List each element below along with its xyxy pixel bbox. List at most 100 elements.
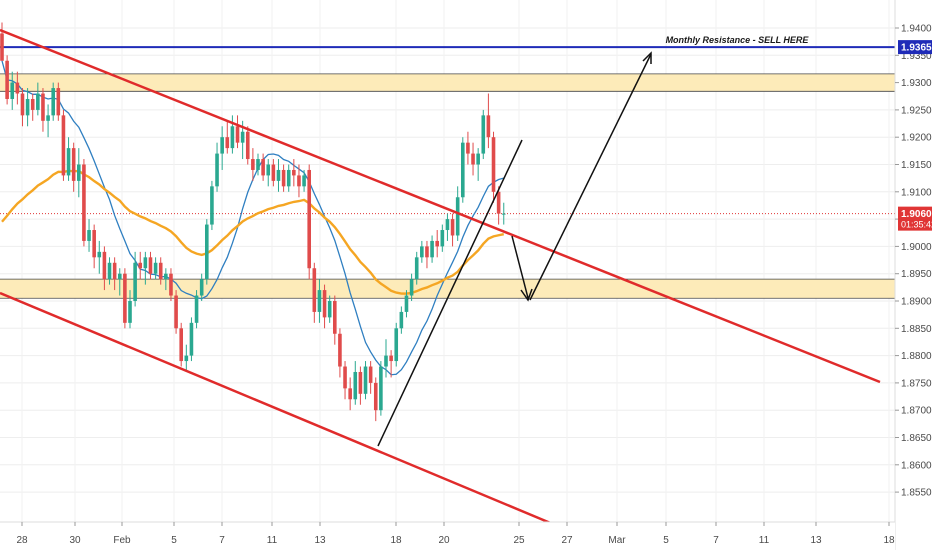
x-tick-label: 5 (663, 535, 669, 546)
candle-body (51, 88, 55, 116)
candle-body (164, 273, 168, 280)
countdown-label: 01:35:42 (901, 220, 932, 230)
candle-body (420, 246, 424, 258)
candle-body (343, 366, 347, 389)
annotation-text: Monthly Resistance - SELL HERE (666, 35, 810, 45)
moving-average-slow (1, 169, 505, 295)
candle-body (358, 371, 363, 394)
x-tick-label: 18 (390, 535, 402, 546)
candle-body (353, 371, 358, 400)
candle-body (440, 230, 445, 247)
x-tick-label: Mar (608, 535, 626, 546)
candle-body (286, 169, 291, 187)
candle-body (148, 257, 153, 274)
grid-layer (0, 0, 895, 522)
candle-body (71, 148, 76, 181)
candle-body (399, 311, 404, 329)
supply-demand-zone (0, 73, 895, 92)
current-price-tag (898, 206, 932, 231)
y-tick-label: 1.92000 (901, 133, 932, 144)
candle-body (292, 169, 296, 176)
down-arrow-shaft (511, 235, 529, 299)
candle-body (143, 257, 148, 269)
candle-body (235, 126, 240, 143)
candle-body (194, 295, 199, 323)
candle-body (455, 197, 460, 236)
candle-body (112, 262, 117, 280)
candle-body (205, 224, 209, 280)
candle-body (297, 175, 301, 187)
candle-body (82, 164, 86, 241)
candle-body (56, 88, 61, 116)
candle-body (281, 169, 286, 187)
candle-body (379, 366, 383, 411)
x-tick-label: 5 (171, 535, 177, 546)
candle-body (368, 366, 373, 383)
y-tick-label: 1.91000 (901, 187, 932, 198)
candle-body (61, 115, 66, 176)
x-tick-label: 27 (561, 535, 573, 546)
y-tick-label: 1.85500 (901, 488, 932, 499)
candle-layer (0, 22, 506, 422)
candle-body (461, 142, 465, 198)
y-tick-label: 1.88500 (901, 324, 932, 335)
candle-body (210, 186, 214, 225)
candle-body (15, 82, 20, 94)
candle-body (20, 93, 25, 116)
candle-body (251, 159, 255, 170)
candle-body (138, 262, 143, 269)
candle-body (153, 262, 158, 274)
x-tick-label: 7 (713, 535, 719, 546)
candle-body (394, 328, 399, 362)
ma-layer (1, 60, 505, 376)
x-tick-label: 25 (513, 535, 525, 546)
x-tick-label: 11 (267, 535, 278, 546)
candle-body (276, 169, 281, 181)
candle-body (445, 219, 450, 231)
up-arrow-shaft (529, 53, 652, 301)
x-tick-label: 28 (16, 535, 28, 546)
candle-body (25, 98, 30, 116)
candle-body (77, 164, 81, 181)
candle-body (184, 355, 189, 362)
candle-body (404, 295, 409, 312)
candle-body (425, 246, 429, 258)
candle-body (476, 153, 480, 165)
candle-body (92, 230, 96, 258)
zone-layer (0, 73, 895, 299)
annot-layer: Monthly Resistance - SELL HERE (666, 35, 810, 45)
candle-body (174, 295, 178, 329)
y-tick-label: 1.94000 (901, 24, 932, 35)
candle-body (501, 213, 506, 215)
candle-body (466, 142, 470, 154)
candle-body (128, 301, 132, 323)
y-tick-label: 1.91500 (901, 160, 932, 171)
candle-body (5, 60, 9, 99)
channel-lower-line (0, 291, 573, 534)
x-tick-label: 13 (314, 535, 326, 546)
channel-upper-line (0, 28, 881, 384)
candle-body (169, 273, 173, 296)
x-tick-label: 30 (69, 535, 81, 546)
candle-body (199, 279, 204, 296)
candle-body (317, 290, 322, 312)
up-arrow-head (642, 51, 652, 64)
candle-body (220, 137, 224, 154)
candle-body (409, 279, 414, 296)
candle-body (215, 153, 219, 187)
candle-body (363, 366, 368, 394)
candle-body (66, 148, 71, 176)
x-tick-label: 18 (883, 535, 895, 546)
y-tick-label: 1.89500 (901, 269, 932, 280)
resistance-price-label: 1.93650 (901, 43, 932, 54)
moving-average-fast (1, 60, 504, 376)
candle-body (46, 115, 50, 121)
x-axis-panel (0, 522, 895, 550)
supply-demand-zone (0, 279, 895, 299)
candle-body (496, 191, 501, 214)
y-tick-label: 1.93000 (901, 78, 932, 89)
